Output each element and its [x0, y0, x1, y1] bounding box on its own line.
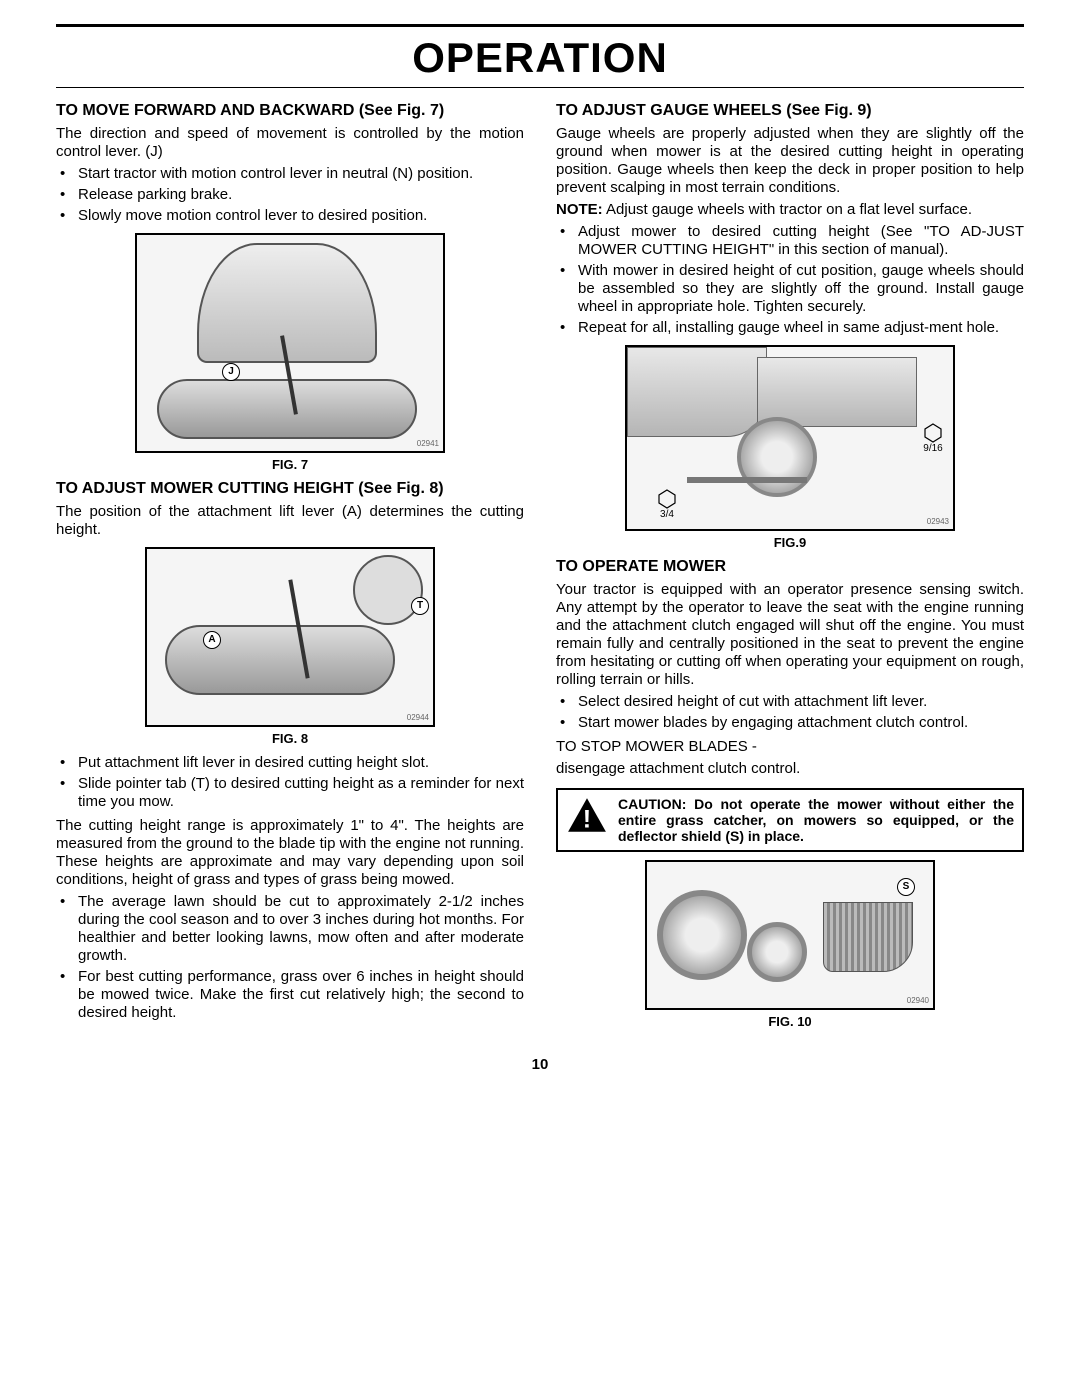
- list-item: Repeat for all, installing gauge wheel i…: [578, 319, 1024, 337]
- callout-t: T: [411, 597, 429, 615]
- list-item: Adjust mower to desired cutting height (…: [578, 223, 1024, 259]
- heading-forward-backward: TO MOVE FORWARD AND BACKWARD (See Fig. 7…: [56, 102, 524, 120]
- heading-operate-mower: TO OPERATE MOWER: [556, 558, 1024, 576]
- intro-gauge: Gauge wheels are properly adjusted when …: [556, 125, 1024, 197]
- deflector-illustration: [823, 902, 913, 972]
- list-item: Put attachment lift lever in desired cut…: [78, 754, 524, 772]
- figure-id: 02940: [907, 996, 929, 1006]
- figure-id: 02944: [407, 713, 429, 723]
- callout-s: S: [897, 878, 915, 896]
- figure-8: T A 02944: [145, 547, 435, 727]
- tire-illustration: [657, 890, 747, 980]
- figure-7-label: FIG. 7: [56, 457, 524, 473]
- callout-a: A: [203, 631, 221, 649]
- page-number: 10: [56, 1056, 1024, 1074]
- list-gauge: Adjust mower to desired cutting height (…: [556, 223, 1024, 337]
- figure-9-label: FIG.9: [556, 535, 1024, 551]
- hex-text: 9/16: [923, 443, 942, 454]
- sub-rule: [56, 87, 1024, 88]
- figure-10-label: FIG. 10: [556, 1014, 1024, 1030]
- figure-7: J 02941: [135, 233, 445, 453]
- heading-gauge-wheels: TO ADJUST GAUGE WHEELS (See Fig. 9): [556, 102, 1024, 120]
- stop-heading: TO STOP MOWER BLADES -: [556, 738, 1024, 756]
- figure-id: 02941: [417, 439, 439, 449]
- hex-label-34: 3/4: [657, 489, 677, 521]
- figure-10: S 02940: [645, 860, 935, 1010]
- caution-text: CAUTION: Do not operate the mower withou…: [618, 796, 1014, 844]
- list-item: For best cutting performance, grass over…: [78, 968, 524, 1022]
- callout-j: J: [222, 363, 240, 381]
- warning-icon: !: [566, 796, 608, 839]
- deck-illustration: [627, 347, 767, 437]
- stop-text: disengage attachment clutch control.: [556, 760, 1024, 778]
- note-label: NOTE:: [556, 201, 603, 218]
- hex-text: 3/4: [660, 509, 674, 520]
- top-rule: [56, 24, 1024, 27]
- figure-8-label: FIG. 8: [56, 731, 524, 747]
- list-item: Start mower blades by engaging attachmen…: [578, 714, 1024, 732]
- list-forward: Start tractor with motion control lever …: [56, 165, 524, 225]
- list-item: Release parking brake.: [78, 186, 524, 204]
- list-cutting-1: Put attachment lift lever in desired cut…: [56, 754, 524, 811]
- right-column: TO ADJUST GAUGE WHEELS (See Fig. 9) Gaug…: [556, 98, 1024, 1037]
- bolt-illustration: [687, 477, 807, 483]
- list-item: Slide pointer tab (T) to desired cutting…: [78, 775, 524, 811]
- list-item: With mower in desired height of cut posi…: [578, 262, 1024, 316]
- caution-box: ! CAUTION: Do not operate the mower with…: [556, 788, 1024, 852]
- content-columns: TO MOVE FORWARD AND BACKWARD (See Fig. 7…: [56, 98, 1024, 1037]
- list-item: The average lawn should be cut to approx…: [78, 893, 524, 965]
- note-gauge: NOTE: Adjust gauge wheels with tractor o…: [556, 201, 1024, 219]
- seat-illustration: [197, 243, 377, 363]
- list-item: Select desired height of cut with attach…: [578, 693, 1024, 711]
- hex-label-916: 9/16: [923, 423, 943, 455]
- heading-cutting-height: TO ADJUST MOWER CUTTING HEIGHT (See Fig.…: [56, 480, 524, 498]
- list-item: Slowly move motion control lever to desi…: [78, 207, 524, 225]
- figure-9: 9/16 3/4 02943: [625, 345, 955, 531]
- body-illustration: [165, 625, 395, 695]
- list-operate: Select desired height of cut with attach…: [556, 693, 1024, 732]
- note-text: Adjust gauge wheels with tractor on a fl…: [606, 201, 972, 218]
- intro-cutting: The position of the attachment lift leve…: [56, 503, 524, 539]
- svg-text:!: !: [583, 805, 591, 833]
- para-cutting-range: The cutting height range is approximatel…: [56, 817, 524, 889]
- detail-circle: [353, 555, 423, 625]
- figure-id: 02943: [927, 517, 949, 527]
- gauge-wheel-illustration: [737, 417, 817, 497]
- tire-illustration: [747, 922, 807, 982]
- page-title: OPERATION: [56, 33, 1024, 83]
- intro-forward: The direction and speed of movement is c…: [56, 125, 524, 161]
- seat-base-illustration: [157, 379, 417, 439]
- intro-operate: Your tractor is equipped with an operato…: [556, 581, 1024, 689]
- left-column: TO MOVE FORWARD AND BACKWARD (See Fig. 7…: [56, 98, 524, 1037]
- list-item: Start tractor with motion control lever …: [78, 165, 524, 183]
- list-cutting-2: The average lawn should be cut to approx…: [56, 893, 524, 1022]
